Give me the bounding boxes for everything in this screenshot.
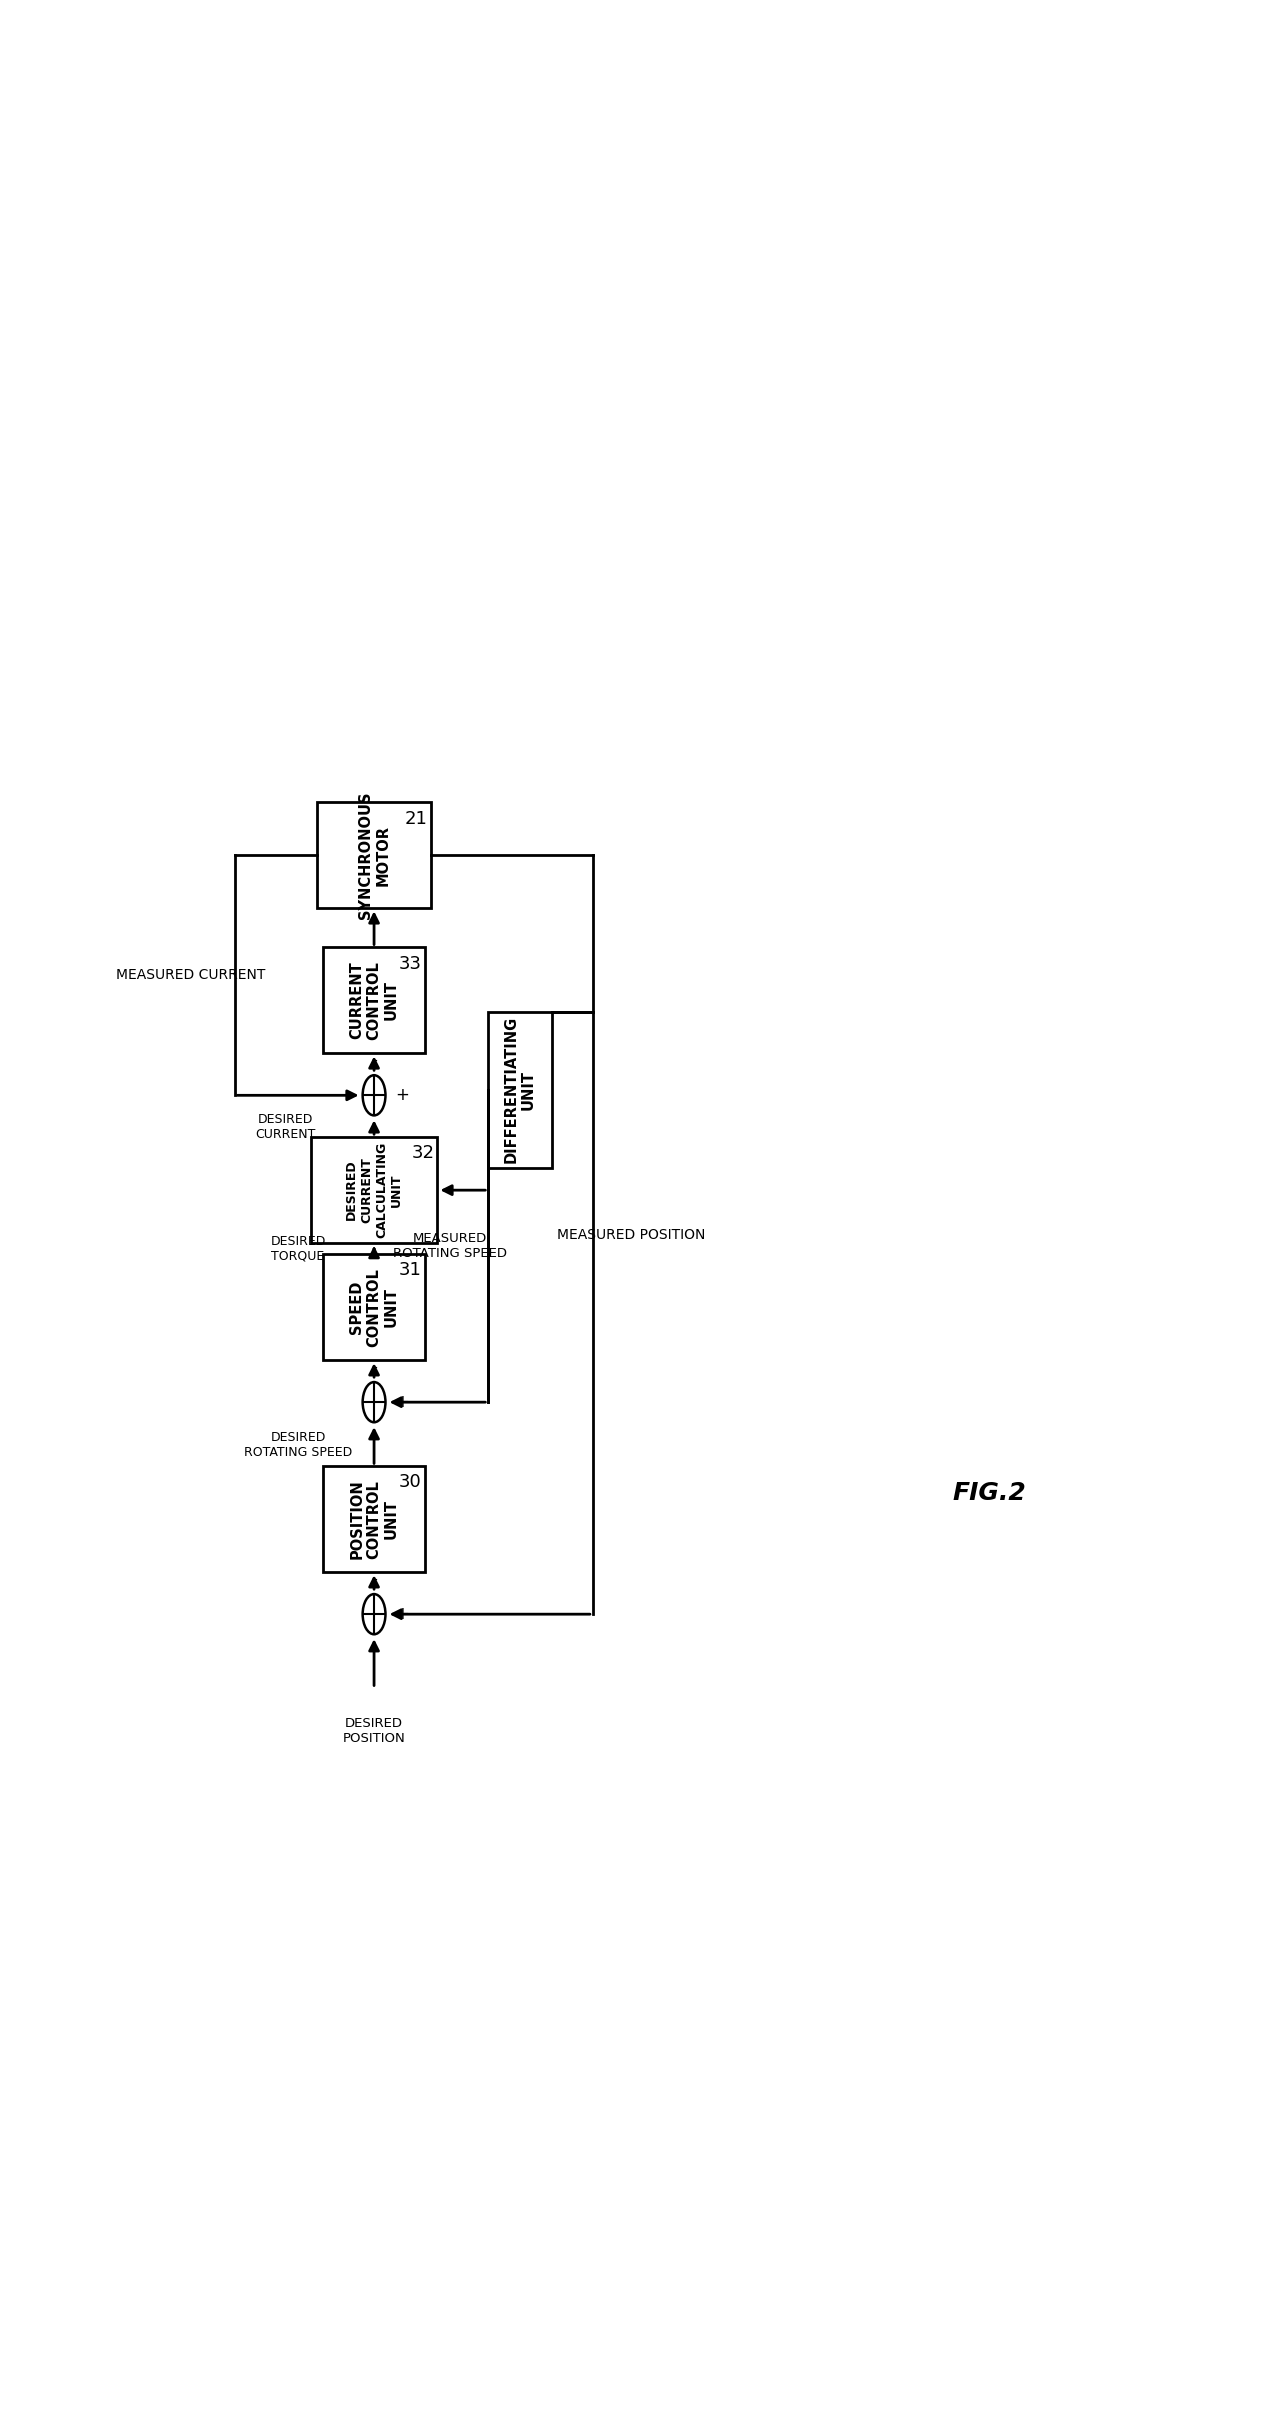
Text: CURRENT
CONTROL
UNIT: CURRENT CONTROL UNIT: [349, 961, 399, 1039]
FancyBboxPatch shape: [311, 1136, 437, 1243]
Text: 32: 32: [411, 1144, 434, 1163]
Text: POSITION
CONTROL
UNIT: POSITION CONTROL UNIT: [349, 1479, 399, 1559]
Text: DIFFERENTIATING
UNIT: DIFFERENTIATING UNIT: [503, 1015, 536, 1163]
Text: SPEED
CONTROL
UNIT: SPEED CONTROL UNIT: [349, 1267, 399, 1348]
Text: MEASURED
ROTATING SPEED: MEASURED ROTATING SPEED: [393, 1231, 507, 1260]
Text: +: +: [396, 1085, 410, 1105]
Text: FIG.2: FIG.2: [952, 1481, 1026, 1505]
Text: DESIRED
ROTATING SPEED: DESIRED ROTATING SPEED: [243, 1430, 353, 1459]
FancyBboxPatch shape: [323, 1467, 425, 1573]
Text: -: -: [372, 1357, 377, 1377]
Text: MEASURED POSITION: MEASURED POSITION: [557, 1229, 705, 1241]
Text: DESIRED
CURRENT
CALCULATING
UNIT: DESIRED CURRENT CALCULATING UNIT: [345, 1141, 403, 1238]
Text: SYNCHRONOUS
MOTOR: SYNCHRONOUS MOTOR: [358, 792, 391, 920]
Text: 31: 31: [398, 1263, 421, 1280]
FancyBboxPatch shape: [317, 801, 431, 908]
Text: 30: 30: [399, 1474, 421, 1491]
Text: +: +: [396, 1605, 410, 1624]
Text: DESIRED
CURRENT: DESIRED CURRENT: [255, 1114, 316, 1141]
Text: +: +: [396, 1394, 410, 1411]
FancyBboxPatch shape: [323, 947, 425, 1054]
FancyBboxPatch shape: [488, 1012, 552, 1168]
Text: 21: 21: [404, 809, 429, 828]
FancyBboxPatch shape: [323, 1255, 425, 1360]
Text: MEASURED CURRENT: MEASURED CURRENT: [115, 969, 265, 983]
Text: -: -: [372, 1571, 377, 1588]
Text: 33: 33: [398, 954, 421, 974]
Text: DESIRED
POSITION: DESIRED POSITION: [342, 1717, 406, 1746]
Text: DESIRED
TORQUE: DESIRED TORQUE: [270, 1236, 326, 1263]
Text: -: -: [372, 1051, 377, 1068]
